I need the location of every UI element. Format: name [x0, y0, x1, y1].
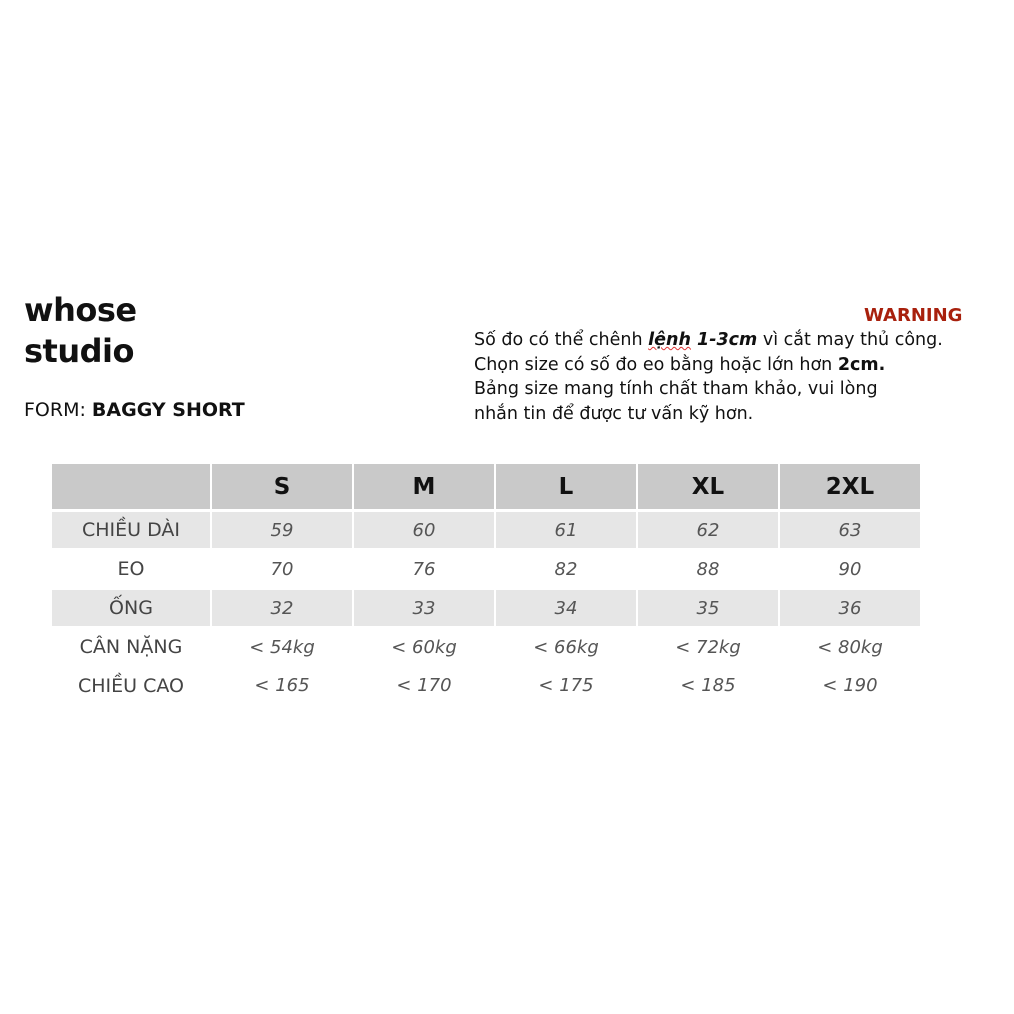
form-label: FORM: BAGGY SHORT — [24, 399, 245, 421]
header-size: 2XL — [780, 464, 920, 509]
header-size: S — [212, 464, 352, 509]
brand-line1: whose — [24, 291, 137, 329]
cell: 33 — [354, 590, 494, 626]
cell: 32 — [212, 590, 352, 626]
text: 1-3cm — [690, 330, 758, 350]
cell: < 175 — [538, 675, 594, 696]
cell: 76 — [412, 558, 436, 580]
warning-text: Số đo có thể chênh lệnh 1-3cm vì cắt may… — [474, 328, 943, 426]
cell: < 185 — [680, 675, 736, 696]
table-row: EO 70 76 82 88 90 — [52, 551, 920, 587]
header-size: M — [354, 464, 494, 509]
table-row: CHIỀU DÀI 59 60 61 62 63 — [52, 512, 920, 548]
text: vì cắt may thủ công. — [757, 330, 943, 350]
text: lệnh — [648, 330, 691, 350]
size-table: S M L XL 2XL CHIỀU DÀI 59 60 61 62 63 EO… — [50, 461, 922, 706]
row-label: EO — [117, 558, 145, 580]
cell: < 190 — [822, 675, 878, 696]
cell: 35 — [638, 590, 778, 626]
header-size: XL — [638, 464, 778, 509]
cell: < 54kg — [249, 636, 315, 658]
table-header-row: S M L XL 2XL — [52, 464, 920, 509]
cell: 82 — [554, 558, 578, 580]
form-prefix: FORM: — [24, 399, 92, 421]
cell: 61 — [496, 512, 636, 548]
warning-line-4: nhắn tin để được tư vấn kỹ hơn. — [474, 403, 754, 424]
warning-line-2: Chọn size có số đo eo bằng hoặc lớn hơn … — [474, 353, 943, 378]
table-row: CHIỀU CAO < 165 < 170 < 175 < 185 < 190 — [52, 668, 920, 703]
cell: 34 — [496, 590, 636, 626]
row-label: ỐNG — [52, 590, 210, 626]
cell: 88 — [696, 558, 720, 580]
cell: < 80kg — [817, 636, 883, 658]
warning-line-3: Bảng size mang tính chất tham khảo, vui … — [474, 379, 878, 399]
warning-line-1: Số đo có thể chênh lệnh 1-3cm vì cắt may… — [474, 328, 943, 353]
cell: 62 — [638, 512, 778, 548]
brand-logo: whose studio — [24, 290, 137, 372]
brand-line2: studio — [24, 332, 134, 370]
cell: < 60kg — [391, 636, 457, 658]
header-size: L — [496, 464, 636, 509]
cell: < 66kg — [533, 636, 599, 658]
cell: 59 — [212, 512, 352, 548]
cell: < 72kg — [675, 636, 741, 658]
cell: 70 — [270, 558, 294, 580]
table-row: CÂN NẶNG < 54kg < 60kg < 66kg < 72kg < 8… — [52, 629, 920, 665]
cell: 36 — [780, 590, 920, 626]
row-label: CÂN NẶNG — [79, 636, 183, 658]
form-value: BAGGY SHORT — [91, 399, 245, 421]
text: Số đo có thể chênh — [474, 330, 649, 350]
header-empty-cell — [52, 464, 210, 509]
text: 2cm. — [837, 354, 886, 375]
cell: < 165 — [254, 675, 310, 696]
cell: < 170 — [396, 675, 452, 696]
cell: 63 — [780, 512, 920, 548]
row-label: CHIỀU DÀI — [52, 512, 210, 548]
text: Chọn size có số đo eo bằng hoặc lớn hơn — [474, 354, 838, 375]
row-label: CHIỀU CAO — [78, 674, 184, 697]
cell: 60 — [354, 512, 494, 548]
cell: 90 — [838, 558, 862, 580]
table-row: ỐNG 32 33 34 35 36 — [52, 590, 920, 626]
warning-title: WARNING — [864, 305, 963, 326]
